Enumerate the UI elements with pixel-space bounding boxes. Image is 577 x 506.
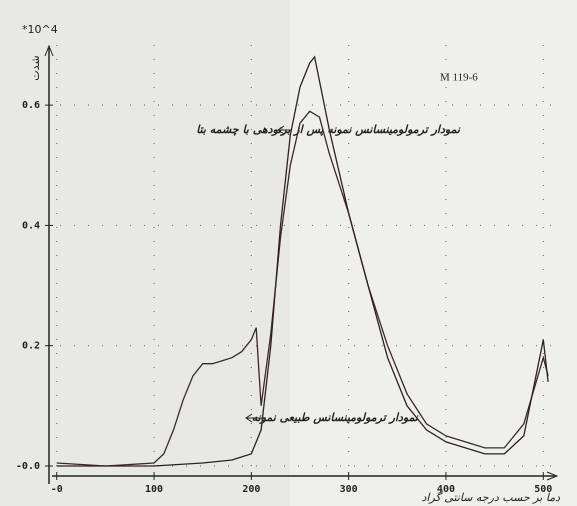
x-tick-label: 300 (340, 484, 358, 495)
y-tick-label: 0.4 (22, 220, 40, 231)
y-tick-label: 0.6 (22, 100, 40, 111)
x-arrow (546, 471, 559, 481)
x-tick-label: 200 (242, 484, 260, 495)
y-tick-label: 0.2 (22, 341, 40, 352)
y-label: شدت (29, 55, 42, 80)
x-tick-label: 100 (145, 484, 163, 495)
x-tick-label: 400 (437, 484, 455, 495)
scan-background (290, 0, 577, 506)
sample-id: M 119-6 (440, 72, 478, 84)
x-tick-label: 500 (534, 484, 552, 495)
y-unit: *10^4 (22, 23, 58, 36)
x-tick-label: -0 (51, 484, 63, 495)
y-tick-label: -0.0 (16, 461, 40, 472)
annotation: نمودار ترمولومینسانس نمونه پس از برتودهی… (196, 123, 461, 136)
y-arrow (44, 44, 54, 57)
annotation: نمودار ترمولومینسانس طبیعی نمونه (252, 411, 419, 424)
x-label: دما بر حسب درجه سانتی گراد (422, 491, 561, 504)
curve (56, 55, 549, 467)
annotation-arrow (277, 125, 292, 135)
curve (56, 110, 549, 467)
